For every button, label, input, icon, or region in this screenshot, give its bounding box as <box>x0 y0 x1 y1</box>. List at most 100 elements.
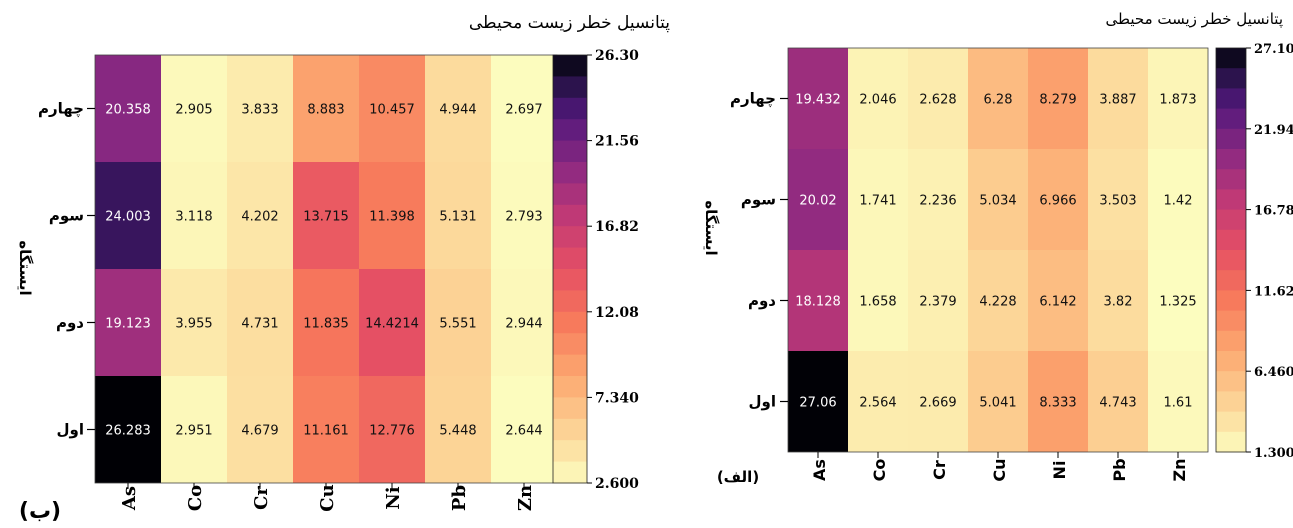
heatmap-panel-1: 19.432 2.046 2.628 6.28 8.279 3.887 1.873 20.02… <box>702 10 1293 486</box>
cell-value-label: 8.333 <box>1039 396 1076 411</box>
heatmap-cell <box>1148 48 1208 149</box>
x-tick-label: Cr <box>930 460 949 480</box>
colorbar-segment <box>1216 88 1246 110</box>
heatmap-cell <box>788 250 848 351</box>
cell-value-label: 2.669 <box>919 396 956 411</box>
y-tick-label: سوم <box>741 191 776 209</box>
colorbar-segment <box>1216 209 1246 231</box>
colorbar-segment <box>553 269 587 291</box>
cell-value-label: 4.944 <box>439 103 476 118</box>
y-axis-label: ایستگاه <box>702 200 720 255</box>
x-tick-label: Pb <box>449 485 470 511</box>
cell-value-label: 2.951 <box>175 424 212 439</box>
colorbar-segment <box>553 183 587 206</box>
heatmap-cell <box>1028 250 1088 351</box>
cell-value-label: 27.06 <box>799 396 836 411</box>
cell-value-label: 5.448 <box>439 424 476 439</box>
x-tick-label: As <box>119 486 140 511</box>
heatmap-cell <box>491 162 557 269</box>
heatmap-cell <box>359 269 425 376</box>
colorbar-segment <box>553 311 587 334</box>
heatmap-cell <box>491 269 557 376</box>
colorbar-segment <box>553 376 587 398</box>
x-tick-label: Cu <box>990 458 1009 481</box>
x-tick-label: Ni <box>383 486 404 509</box>
heatmap-panel-0: 20.358 2.905 3.833 8.883 10.457 4.944 2.697 24.… <box>16 13 670 524</box>
colorbar-tick-label: 12.08 <box>595 305 639 321</box>
heatmap-cell <box>293 269 359 376</box>
heatmap-cell <box>788 351 848 452</box>
heatmap-cell <box>425 269 491 376</box>
colorbar-segment <box>553 97 587 120</box>
colorbar-segment <box>553 55 587 77</box>
heatmap-cell <box>848 250 908 351</box>
cell-value-label: 4.202 <box>241 210 278 225</box>
heatmap-cell <box>227 269 293 376</box>
heatmap-cell <box>1148 149 1208 250</box>
cell-value-label: 11.161 <box>303 424 349 439</box>
colorbar-segment <box>1216 351 1246 372</box>
cell-value-label: 8.279 <box>1039 93 1076 108</box>
colorbar-tick-label: 16.78 <box>1254 204 1293 219</box>
colorbar-tick-label: 11.62 <box>1254 284 1293 299</box>
colorbar-tick-label: 21.94 <box>1254 123 1293 138</box>
x-tick-label: Cu <box>317 484 338 511</box>
colorbar-tick-label: 26.30 <box>595 48 639 64</box>
colorbar-segment <box>1216 371 1246 392</box>
y-axis-label: ایستگاه <box>16 240 34 295</box>
x-tick-label: Ni <box>1050 461 1069 480</box>
cell-value-label: 2.236 <box>919 194 956 209</box>
heatmap-cell <box>95 376 161 483</box>
heatmap-cell <box>848 351 908 452</box>
heatmap-cell <box>293 55 359 162</box>
cell-value-label: 2.905 <box>175 103 212 118</box>
heatmap-cell <box>425 162 491 269</box>
colorbar-tick-label: 7.340 <box>595 390 639 406</box>
heatmap-cell <box>1028 149 1088 250</box>
heatmap-cell <box>968 149 1028 250</box>
colorbar-segment <box>553 162 587 184</box>
heatmap-cell <box>968 351 1028 452</box>
heatmap-cell <box>491 376 557 483</box>
cell-value-label: 20.358 <box>105 103 151 118</box>
colorbar-segment <box>553 119 587 142</box>
cell-value-label: 26.283 <box>105 424 151 439</box>
heatmap-cell <box>1148 351 1208 452</box>
cell-value-label: 2.944 <box>505 317 542 332</box>
cell-value-label: 1.42 <box>1164 194 1193 209</box>
cell-value-label: 19.432 <box>795 93 841 108</box>
colorbar-segment <box>1216 149 1246 170</box>
cell-value-label: 3.887 <box>1099 93 1136 108</box>
cell-value-label: 1.741 <box>859 194 896 209</box>
y-tick-label: دوم <box>56 314 84 332</box>
cell-value-label: 24.003 <box>105 210 151 225</box>
heatmap-cell <box>227 162 293 269</box>
heatmap-cell <box>908 48 968 149</box>
colorbar-segment <box>553 461 587 484</box>
cell-value-label: 2.644 <box>505 424 542 439</box>
x-tick-label: Co <box>870 459 889 482</box>
colorbar-segment <box>1216 169 1246 190</box>
colorbar-segment <box>1216 48 1246 69</box>
y-tick-label: اول <box>57 421 84 439</box>
chart-title: پتانسیل خطر زیست محیطی <box>1106 10 1283 29</box>
heatmap-cell <box>1028 48 1088 149</box>
heatmap-cell <box>425 55 491 162</box>
colorbar-segment <box>1216 310 1246 332</box>
cell-value-label: 6.966 <box>1039 194 1076 209</box>
cell-value-label: 11.835 <box>303 317 349 332</box>
colorbar-segment <box>553 226 587 249</box>
x-tick-label: Cr <box>251 486 272 510</box>
cell-value-label: 4.731 <box>241 317 278 332</box>
cell-value-label: 11.398 <box>369 210 415 225</box>
heatmap-cell <box>425 376 491 483</box>
cell-value-label: 6.142 <box>1039 295 1076 310</box>
cell-value-label: 6.28 <box>984 93 1013 108</box>
cell-value-label: 13.715 <box>303 210 349 225</box>
heatmap-cell <box>95 269 161 376</box>
heatmap-cell <box>161 376 227 483</box>
colorbar-segment <box>1216 411 1246 433</box>
cell-value-label: 1.325 <box>1159 295 1196 310</box>
colorbar-segment <box>1216 270 1246 291</box>
